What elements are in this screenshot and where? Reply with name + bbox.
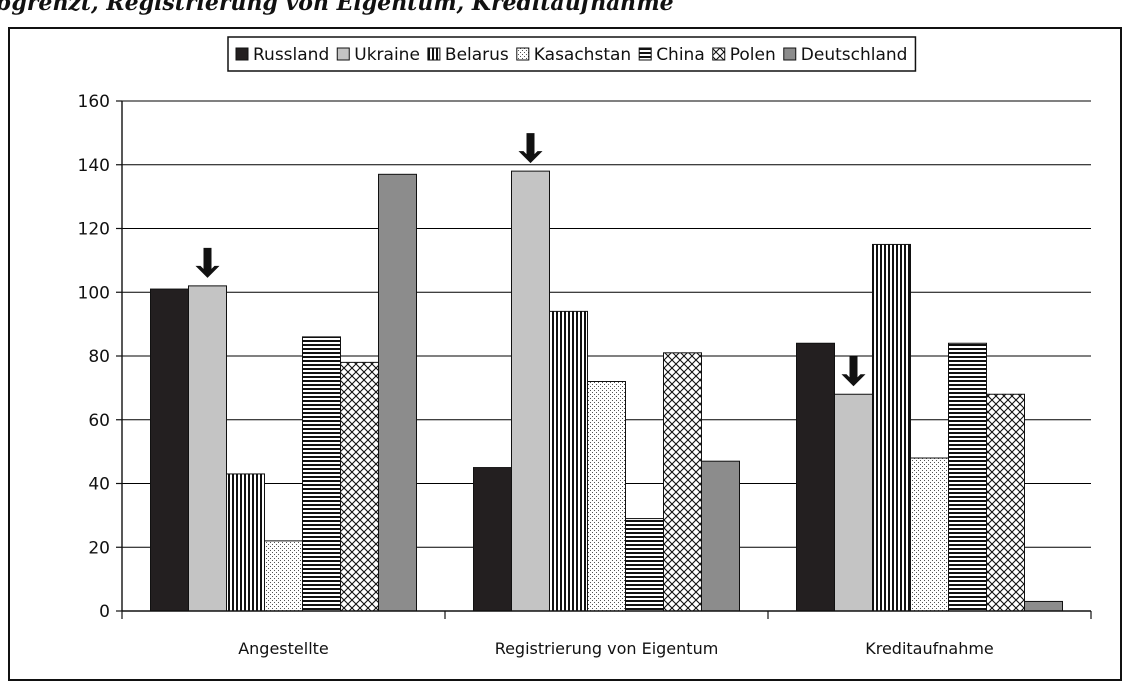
y-tick-label: 80 [88,347,110,367]
bar-polen-registrierung-von-eigentum [663,352,702,612]
y-tick-label: 60 [88,411,110,431]
y-tick-label: 120 [78,220,110,240]
bar-polen-kreditaufnahme [986,393,1025,612]
legend-item-kasachstan: Kasachstan [516,45,631,65]
bar-russland-angestellte [150,288,189,612]
legend-swatch [712,47,726,61]
legend-item-ukraine: Ukraine [336,45,420,65]
bar-kasachstan-registrierung-von-eigentum [587,381,626,612]
legend-item-deutschland: Deutschland [783,45,908,65]
bar-polen-angestellte [340,361,379,612]
y-tick-label: 100 [78,283,110,303]
legend-item-china: China [638,45,705,65]
y-tick-label: 160 [78,92,110,112]
arrow-markers [195,133,866,387]
axes: 0 20 40 60 80 100 120 140 160 Angestellte Registri… [78,92,1092,658]
legend-label: Kasachstan [534,45,631,65]
bar-deutschland-kreditaufnahme [1024,600,1063,612]
bar-kasachstan-angestellte [264,540,303,612]
legend-item-belarus: Belarus [427,45,509,65]
bar-belarus-angestellte [226,473,265,612]
down-arrow-icon [195,247,220,278]
x-category-label: Registrierung von Eigentum [495,639,719,658]
legend-label: Ukraine [354,45,420,65]
bar-deutschland-angestellte [378,173,417,612]
bar-china-kreditaufnahme [948,342,987,612]
legend-label: Russland [253,45,329,65]
cut-off-title: bgrenzt, Registrierung von Eigentum, Kre… [0,0,674,16]
bar-ukraine-angestellte [188,285,227,612]
y-tick-label: 20 [88,538,110,558]
y-tick-label: 0 [99,602,110,622]
legend-swatch [336,47,350,61]
x-category-label: Kreditaufnahme [865,639,994,658]
legend-swatch [783,47,797,61]
legend-swatch [427,47,441,61]
x-category-label: Angestellte [238,639,329,658]
legend-label: Belarus [445,45,509,65]
bar-ukraine-kreditaufnahme [834,393,873,612]
bars [150,170,1063,612]
bar-ukraine-registrierung-von-eigentum [511,170,550,612]
down-arrow-icon [518,133,543,164]
legend: Russland Ukraine Belarus Kasachstan China Pol… [227,36,917,72]
down-arrow-icon [841,356,866,387]
bar-russland-registrierung-von-eigentum [473,467,512,612]
legend-label: Deutschland [801,45,908,65]
bar-deutschland-registrierung-von-eigentum [701,460,740,612]
bar-china-registrierung-von-eigentum [625,518,664,612]
legend-swatch [235,47,249,61]
legend-item-polen: Polen [712,45,776,65]
bar-china-angestellte [302,336,341,612]
bar-russland-kreditaufnahme [796,342,835,612]
legend-swatch [638,47,652,61]
legend-item-russland: Russland [235,45,329,65]
legend-swatch [516,47,530,61]
bar-belarus-kreditaufnahme [872,243,911,612]
chart-border [8,27,1122,681]
legend-label: China [656,45,705,65]
bar-belarus-registrierung-von-eigentum [549,310,588,612]
y-tick-label: 140 [78,156,110,176]
legend-label: Polen [730,45,776,65]
bar-kasachstan-kreditaufnahme [910,457,949,612]
y-tick-label: 40 [88,475,110,495]
